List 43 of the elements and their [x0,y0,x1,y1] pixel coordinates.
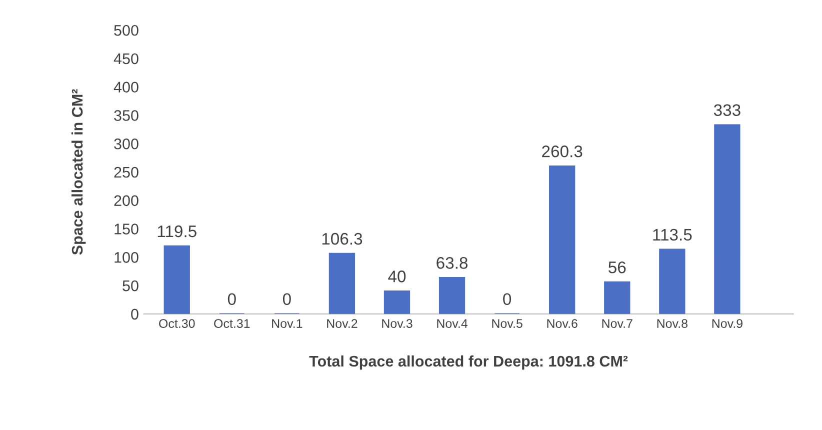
x-tick-label: Nov.9 [712,319,742,328]
y-tick-label: 500 [114,24,138,36]
x-axis-title: Total Space allocated for Deepa: 1091.8 CM² [309,355,628,370]
x-tick-label: Nov.5 [492,319,522,328]
data-label: 56 [608,261,626,274]
data-label: 260.3 [542,146,582,158]
y-tick-label: 100 [114,252,138,263]
x-tick-label: Oct.31 [214,319,250,328]
y-tick-label: 250 [114,166,138,178]
y-axis-title: Space allocated in CM² [71,89,86,255]
x-tick-label: Nov.3 [382,319,412,328]
x-tick-label: Nov.1 [272,319,302,328]
y-tick-label: 400 [114,82,138,93]
y-tick-label: 450 [114,53,138,64]
x-tick-label: Nov.7 [602,319,632,328]
data-label: 0 [503,293,512,306]
data-label: 106.3 [322,232,362,245]
bar [384,290,410,314]
y-tick-label: 150 [114,224,138,234]
x-tick-label: Nov.2 [327,319,358,328]
x-tick-label: Nov.8 [657,319,688,328]
bar [549,165,576,314]
y-tick-label: 300 [114,138,138,150]
bar [714,124,740,314]
data-label: 40 [388,270,406,282]
x-tick-label: Oct.30 [159,319,195,328]
x-tick-label: Nov.6 [547,319,578,328]
bar [164,245,190,314]
data-label: 119.5 [158,225,196,238]
bar [604,281,630,314]
x-tick-label: Nov.4 [437,319,468,328]
bar [328,252,356,314]
data-label: 113.5 [653,228,692,241]
data-label: 0 [282,293,291,306]
y-tick-label: 0 [131,308,138,320]
data-label: 0 [228,293,236,306]
data-label: 333 [714,104,740,116]
bar [438,276,466,314]
bar [659,248,686,314]
y-tick-label: 50 [122,280,138,292]
y-tick-label: 350 [114,110,138,121]
y-tick-label: 200 [114,195,138,206]
data-label: 63.8 [436,257,468,269]
